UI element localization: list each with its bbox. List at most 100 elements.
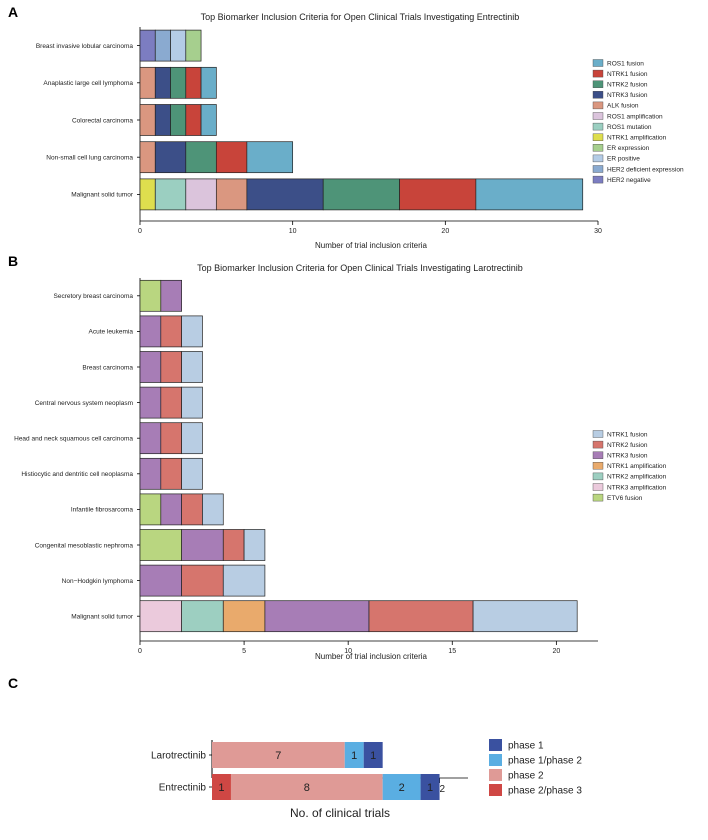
legend-swatch	[592, 472, 604, 481]
bar-segment	[222, 529, 245, 561]
x-tick-label: 30	[594, 228, 602, 235]
bar-segment	[139, 457, 162, 490]
category-label: Non-small cell lung carcinoma	[46, 155, 133, 162]
category-label: Congenital mesoblastic nephroma	[35, 542, 134, 549]
bar-segment	[344, 742, 364, 768]
bar-segment	[363, 742, 383, 768]
bar-segment	[200, 104, 217, 136]
data-label: 1	[351, 750, 357, 762]
category-label: Secretory breast carcinoma	[54, 293, 134, 300]
bar-segment	[475, 178, 584, 211]
panel-letter: B	[8, 253, 18, 269]
legend-swatch	[489, 754, 502, 766]
category-label: Histiocytic and dentritic cell neoplasma	[21, 471, 133, 478]
bar-segment	[181, 422, 203, 455]
panel-a: A Top Biomarker Inclusion Criteria for Op…	[8, 4, 684, 250]
chart-title: Top Biomarker Inclusion Criteria for Ope…	[197, 263, 523, 273]
bar-segment	[139, 600, 182, 633]
legend-entry: phase 2	[508, 771, 544, 782]
x-axis-label: Number of trial inclusion criteria	[315, 241, 428, 250]
x-tick-label: 10	[289, 228, 297, 235]
bar-segment	[154, 29, 171, 62]
bar-segment	[160, 351, 182, 383]
legend-entry: NTRK2 fusion	[607, 442, 648, 449]
bar-segment	[160, 422, 182, 455]
bar-segment	[160, 279, 182, 312]
legend-entry: NTRK1 amplification	[607, 135, 667, 142]
bar-segment	[202, 493, 224, 526]
legend-swatch	[592, 91, 604, 99]
bar-segment	[246, 141, 294, 174]
bar-segment	[154, 66, 171, 99]
legend-swatch	[592, 493, 604, 502]
x-axis-label: No. of clinical trials	[290, 806, 390, 820]
bar-segment	[139, 422, 162, 455]
legend-swatch	[592, 430, 604, 438]
chart-title: Top Biomarker Inclusion Criteria for Ope…	[201, 12, 520, 22]
legend-entry: NTRK2 fusion	[607, 82, 648, 89]
bar-segment	[139, 493, 162, 526]
category-label: Malignant solid tumor	[71, 614, 134, 621]
bar-segment	[139, 386, 162, 419]
legend-entry: ER expression	[607, 145, 650, 152]
legend-entry: phase 2/phase 3	[508, 786, 582, 797]
legend-entry: NTRK3 fusion	[607, 92, 648, 99]
bar-segment	[185, 29, 202, 62]
category-label: Infantile fibrosarcoma	[71, 507, 134, 514]
bar-segment	[399, 178, 477, 211]
bar-segment	[181, 351, 203, 383]
legend-entry: ROS1 fusion	[607, 60, 644, 67]
x-tick-label: 15	[448, 648, 456, 655]
category-label: Central nervous system neoplasm	[35, 400, 133, 407]
legend-swatch	[592, 440, 604, 449]
bar-segment	[215, 178, 248, 211]
legend-swatch	[592, 133, 604, 141]
data-label: 1	[427, 782, 433, 794]
panel-b: B Top Biomarker Inclusion Criteria for Op…	[8, 253, 667, 661]
legend-entry: phase 1	[508, 741, 544, 752]
bar-segment	[139, 66, 156, 99]
bar-segment	[154, 141, 187, 174]
category-label: Malignant solid tumor	[71, 192, 134, 199]
legend-entry: ROS1 mutation	[607, 124, 652, 131]
data-label: 1	[218, 782, 224, 794]
bar-segment	[170, 29, 187, 62]
legend-swatch	[489, 769, 502, 781]
x-tick-label: 0	[138, 228, 142, 235]
category-label: Head and neck squamous cell carcinoma	[14, 436, 133, 443]
data-label: 7	[275, 750, 281, 762]
legend-entry: NTRK1 fusion	[607, 431, 648, 438]
bar-segment	[215, 141, 248, 174]
bar-segment	[181, 315, 203, 348]
category-label: Acute leukemia	[89, 329, 134, 336]
bar-segment	[181, 386, 203, 419]
category-label: Larotrectinib	[151, 751, 206, 762]
legend-swatch	[592, 122, 604, 131]
legend-swatch	[489, 784, 502, 796]
legend-swatch	[592, 154, 604, 163]
legend-swatch	[592, 451, 604, 459]
panel-c: C24681012No. of clinical trialsLarotrect…	[8, 675, 582, 820]
bar-segment	[139, 351, 162, 383]
category-label: Breast carcinoma	[82, 364, 133, 371]
bar-segment	[160, 315, 182, 348]
bar-segment	[139, 315, 162, 348]
legend-entry: ER positive	[607, 156, 640, 163]
category-label: Anaplastic large cell lymphoma	[43, 80, 133, 87]
bar-segment	[139, 178, 156, 211]
bar-segment	[154, 104, 171, 136]
bar-segment	[181, 457, 203, 490]
bar-segment	[139, 564, 182, 597]
bar-segment	[170, 66, 187, 99]
legend-entry: HER2 negative	[607, 177, 651, 184]
bar-segment	[246, 178, 324, 211]
bar-segment	[160, 457, 182, 490]
bar-segment	[185, 104, 202, 136]
category-label: Breast invasive lobular carcinoma	[36, 43, 134, 50]
legend-swatch	[592, 112, 604, 120]
bar-segment	[139, 279, 162, 312]
bar-segment	[230, 774, 383, 800]
legend-entry: NTRK1 amplification	[607, 463, 667, 470]
bar-segment	[139, 29, 156, 62]
